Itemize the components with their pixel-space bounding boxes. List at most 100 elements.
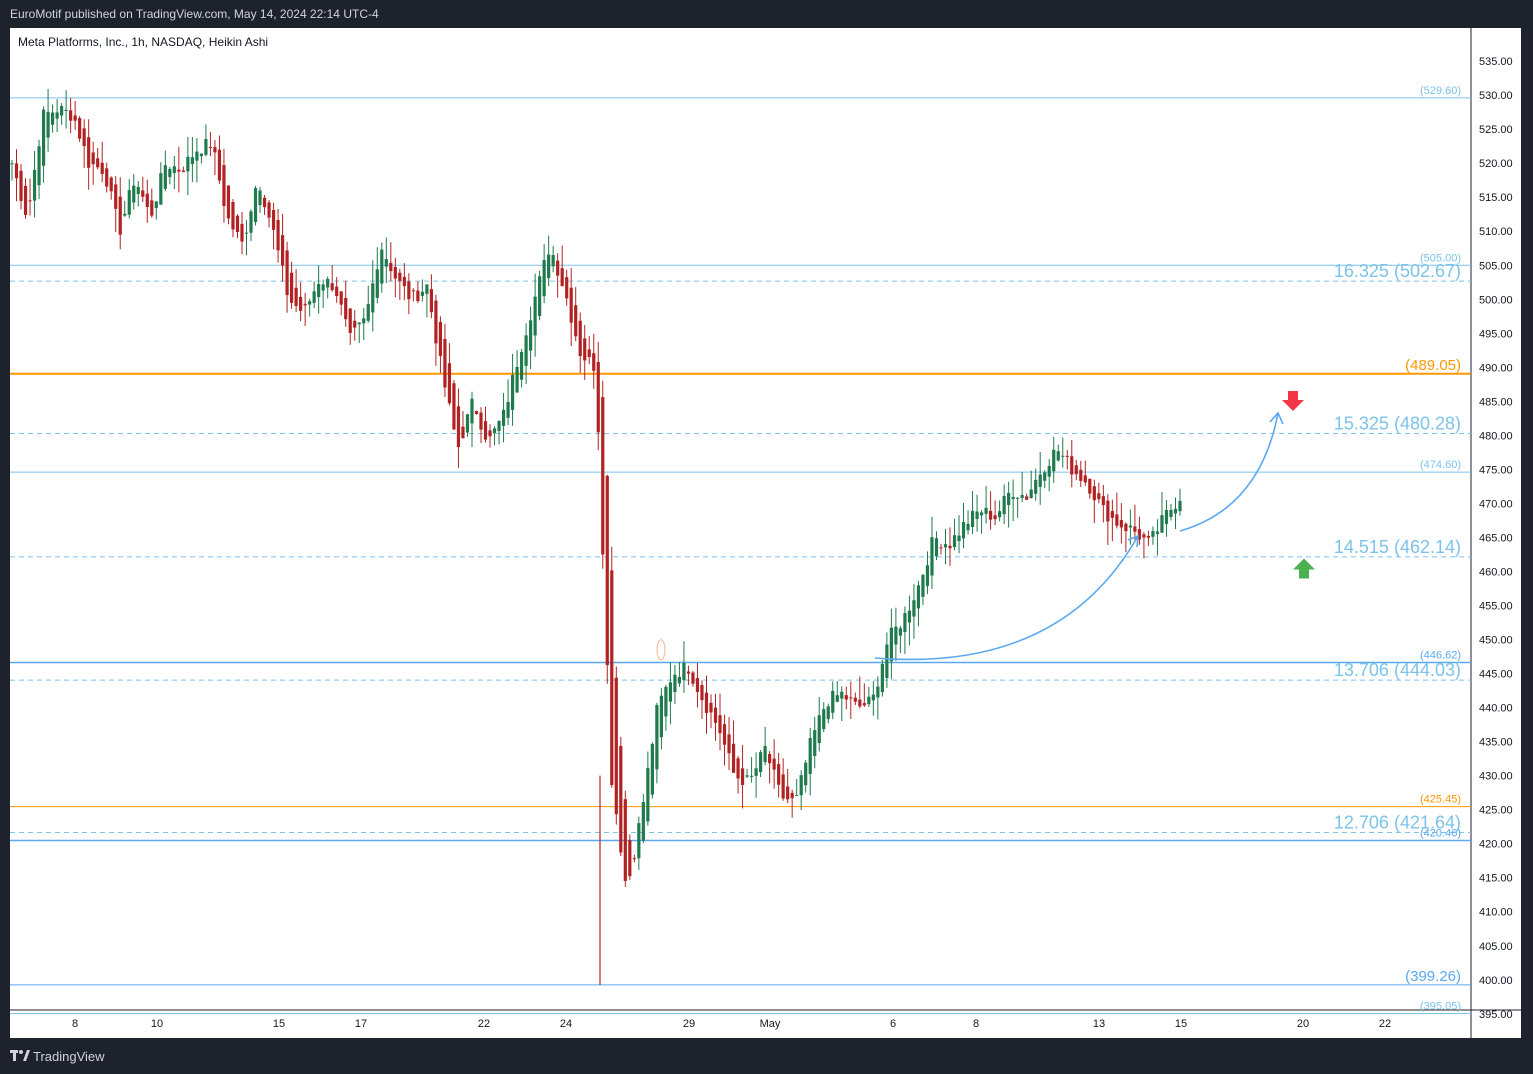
candle-body [1047, 465, 1051, 477]
candle-body [1142, 534, 1146, 538]
projection-curve-2 [1179, 412, 1279, 532]
y-tick-label: 435.00 [1479, 737, 1513, 749]
x-tick-label: 8 [72, 1018, 78, 1030]
candle-body [835, 695, 839, 702]
candle-body [849, 697, 853, 699]
candle-body [299, 296, 303, 311]
candle-body [542, 260, 546, 297]
candle-body [1070, 456, 1074, 475]
candle-body [289, 272, 294, 303]
candle-body [222, 165, 226, 206]
x-tick-label: 22 [1379, 1018, 1391, 1030]
candle-body [880, 663, 884, 693]
candle-body [632, 858, 636, 860]
candle-body [777, 764, 781, 785]
candle-body [596, 361, 600, 433]
candle-body [538, 276, 542, 317]
candle-body [551, 255, 555, 267]
y-tick-label: 470.00 [1479, 498, 1513, 510]
candle-body [240, 223, 244, 242]
level-label: 12.706 (421.64) [1334, 813, 1461, 833]
candle-body [199, 153, 204, 157]
candle-body [916, 585, 921, 609]
y-tick-label: 515.00 [1479, 192, 1513, 204]
candle-body [952, 535, 957, 548]
candle-body [114, 184, 118, 209]
projection-arrowhead-2 [1269, 411, 1284, 425]
candle-body [889, 627, 893, 662]
level-label: (474.60) [1420, 459, 1461, 471]
candle-body [628, 840, 632, 877]
candle-body [447, 363, 452, 404]
candle-body [109, 177, 113, 192]
candle-body [659, 695, 663, 738]
candle-body [60, 106, 64, 116]
candle-body [204, 138, 208, 155]
candle-body [988, 510, 993, 520]
candle-body [592, 353, 596, 371]
candle-body [1160, 515, 1164, 533]
candle-body [731, 743, 736, 773]
x-tick-label: 24 [560, 1018, 572, 1030]
y-tick-label: 500.00 [1479, 294, 1513, 306]
candle-body [695, 678, 700, 692]
publisher-text: EuroMotif published on TradingView.com, … [10, 7, 379, 21]
candle-body [1119, 520, 1123, 528]
candle-body [186, 156, 190, 172]
chart-area[interactable]: Meta Platforms, Inc., 1h, NASDAQ, Heikin… [10, 28, 1521, 1038]
level-label: (505.00) [1420, 252, 1461, 264]
candle-body [1097, 493, 1101, 500]
candle-body [984, 507, 988, 514]
candle-body [474, 411, 479, 415]
candle-body [646, 767, 650, 822]
candle-body [163, 165, 167, 189]
candle-body [285, 250, 289, 296]
x-tick-label: 29 [683, 1018, 695, 1030]
candle-body [154, 201, 158, 208]
candle-body [389, 262, 393, 272]
candle-body [231, 201, 235, 230]
candle-body [258, 190, 262, 206]
candle-body [1029, 489, 1033, 499]
candle-body [844, 695, 848, 700]
candle-body [876, 686, 880, 698]
candle-body [1025, 496, 1029, 500]
candle-body [150, 200, 154, 216]
projection-curve-1 [874, 535, 1139, 661]
candle-body [64, 109, 68, 111]
candle-body [533, 296, 537, 336]
x-tick-label: 10 [151, 1018, 163, 1030]
price-chart[interactable]: Meta Platforms, Inc., 1h, NASDAQ, Heikin… [10, 28, 1521, 1038]
candle-body [78, 118, 82, 139]
candle-body [966, 523, 970, 531]
candle-body [136, 186, 140, 195]
y-tick-label: 475.00 [1479, 464, 1513, 476]
candle-body [921, 574, 925, 597]
candle-body [303, 303, 307, 306]
y-tick-label: 510.00 [1479, 226, 1513, 238]
candle-body [380, 249, 384, 284]
candle-body [1052, 449, 1056, 472]
candle-body [425, 284, 429, 294]
candle-body [420, 291, 424, 296]
candle-body [799, 775, 803, 796]
candle-body [501, 409, 506, 426]
candle-body [168, 169, 172, 178]
footer: TradingView [10, 1040, 310, 1074]
candle-body [46, 111, 50, 138]
candle-body [1151, 531, 1155, 537]
y-tick-label: 520.00 [1479, 158, 1513, 170]
candle-body [253, 188, 258, 223]
candle-body [943, 544, 948, 548]
candle-body [1146, 535, 1151, 538]
candle-body [50, 112, 55, 125]
candle-body [903, 613, 907, 632]
candle-body [217, 149, 222, 181]
candle-body [339, 291, 343, 305]
candle-body [132, 185, 136, 203]
candle-body [682, 662, 686, 681]
candle-body [330, 283, 334, 291]
candle-body [1074, 465, 1078, 475]
candle-body [69, 110, 73, 121]
candle-body [267, 202, 271, 218]
